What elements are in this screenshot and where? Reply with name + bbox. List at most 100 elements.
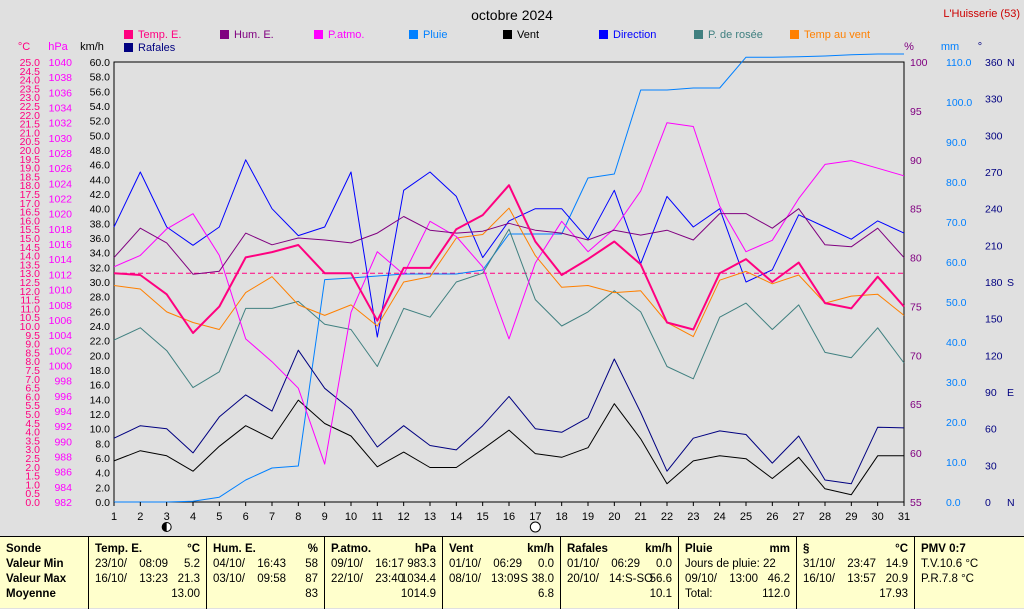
axis-tick-label: 1040 xyxy=(49,57,73,69)
total-label: Total: xyxy=(685,588,713,600)
min-value: 5.2 xyxy=(184,558,200,570)
x-tick-label: 27 xyxy=(793,511,805,523)
axis-tick-label: 40.0 xyxy=(946,337,967,349)
stats-unit: km/h xyxy=(527,543,554,555)
min-date: 01/10/ xyxy=(449,558,481,570)
stats-title: Vent xyxy=(449,543,474,555)
legend-swatch xyxy=(409,30,418,39)
axis-tick-label: 6.0 xyxy=(95,453,110,465)
max-date: 16/10/ xyxy=(95,573,127,585)
axis-tick-label: 100.0 xyxy=(946,97,972,109)
legend-label: Pluie xyxy=(423,29,447,41)
x-tick-label: 22 xyxy=(661,511,673,523)
axis-tick-label: 20.0 xyxy=(90,350,111,362)
axis-tick-label: 300 xyxy=(985,130,1003,142)
min-date: 01/10/ xyxy=(567,558,599,570)
axis-tick-label: 1000 xyxy=(49,360,73,372)
x-tick-label: 29 xyxy=(845,511,857,523)
max-time: 09:58 xyxy=(257,573,286,585)
axis-tick-label: 14.5 xyxy=(20,242,41,254)
max-date: 20/10/ xyxy=(567,573,599,585)
axis-tick-label: 26.0 xyxy=(90,306,111,318)
x-tick-label: 21 xyxy=(635,511,647,523)
max-value: 20.9 xyxy=(885,573,908,585)
axis-tick-label: 20.0 xyxy=(946,417,967,429)
x-tick-label: 17 xyxy=(529,511,541,523)
total-value: 112.0 xyxy=(762,588,790,600)
axis-tick-label: 15.0 xyxy=(20,233,41,245)
axis-tick-label: 982 xyxy=(54,497,72,509)
min-time: 06:29 xyxy=(493,558,522,570)
axis-tick-label: 330 xyxy=(985,94,1003,106)
axis-tick-label: 4.0 xyxy=(95,468,110,480)
axis-tick-label: 75 xyxy=(910,301,922,313)
pressure-axis-unit: hPa xyxy=(48,41,68,53)
max-time: 14: xyxy=(609,573,625,585)
cardinal-label: N xyxy=(1007,57,1015,69)
axis-tick-label: 28.0 xyxy=(90,292,111,304)
min-time: 08:09 xyxy=(139,558,168,570)
avg-value: 6.8 xyxy=(538,588,554,600)
axis-tick-label: 65 xyxy=(910,399,922,411)
axis-tick-label: 22.0 xyxy=(20,110,41,122)
axis-tick-label: 6.0 xyxy=(25,391,40,403)
max-date: 16/10/ xyxy=(803,573,835,585)
cardinal-label: N xyxy=(1007,497,1015,509)
avg-value: 17.93 xyxy=(879,588,908,600)
max-value: 87 xyxy=(305,573,318,585)
x-tick-label: 9 xyxy=(322,511,328,523)
stats-unit: km/h xyxy=(645,543,672,555)
axis-tick-label: 8.0 xyxy=(25,356,40,368)
max-time: 23:40 xyxy=(375,573,404,585)
axis-tick-label: 24.0 xyxy=(90,321,111,333)
left-axes: 0.00.51.01.52.02.53.03.54.04.55.05.56.06… xyxy=(20,57,111,509)
series-lines xyxy=(113,53,905,503)
axis-tick-label: 1012 xyxy=(49,269,73,281)
axis-tick-label: 0.0 xyxy=(95,497,110,509)
axis-tick-label: 6.5 xyxy=(25,383,40,395)
x-tick-label: 16 xyxy=(503,511,515,523)
axis-tick-label: 1032 xyxy=(49,118,73,130)
stats-title: § xyxy=(803,543,810,555)
legend-label: Temp au vent xyxy=(804,29,870,41)
max-time: 13:09 xyxy=(491,573,520,585)
axis-tick-label: 19.5 xyxy=(20,154,41,166)
axis-tick-label: 50.0 xyxy=(946,297,967,309)
max-direction: S xyxy=(520,573,528,585)
axis-tick-label: 52.0 xyxy=(90,116,111,128)
series-line-vent xyxy=(113,399,904,496)
axis-tick-label: 90 xyxy=(910,155,922,167)
axis-tick-label: 1030 xyxy=(49,133,73,145)
max-time: 13:57 xyxy=(847,573,876,585)
x-tick-label: 10 xyxy=(345,511,357,523)
min-time: 16:17 xyxy=(375,558,404,570)
axis-tick-label: 240 xyxy=(985,204,1003,216)
axis-tick-label: 1008 xyxy=(49,300,73,312)
stats-col-humidity: Hum. E.% 04/10/16:43 58 03/10/09:58 87 83 xyxy=(206,537,324,609)
series-line-p-atmo xyxy=(113,122,905,465)
series-line-temp-au-vent xyxy=(113,207,905,338)
stats-title: Temp. E. xyxy=(95,543,143,555)
max-date: 08/10/ xyxy=(449,573,481,585)
stats-col-wind: Vent km/h 01/10/06:29 0.0 08/10/13:09 S 38.0… xyxy=(442,537,560,609)
row-label-max: Valeur Max xyxy=(6,573,67,585)
axis-tick-label: 210 xyxy=(985,240,1003,252)
axis-tick-label: 1018 xyxy=(49,224,73,236)
min-date: 31/10/ xyxy=(803,558,835,570)
stats-unit: % xyxy=(307,543,318,555)
stats-col-pressure: P.atmo. hPa 09/10/16:17 983.3 22/10/23:40 1… xyxy=(324,537,442,609)
axis-tick-label: 34.0 xyxy=(90,248,111,260)
max-time: 13:00 xyxy=(729,573,758,585)
rain-days: Jours de pluie: 22 xyxy=(685,558,776,570)
x-tick-label: 19 xyxy=(582,511,594,523)
axis-tick-label: 150 xyxy=(985,314,1003,326)
x-tick-label: 30 xyxy=(872,511,884,523)
axis-tick-label: 32.0 xyxy=(90,262,111,274)
axis-tick-label: 9.5 xyxy=(25,330,40,342)
axis-tick-label: 60.0 xyxy=(946,257,967,269)
axis-tick-label: 24.0 xyxy=(20,75,41,87)
axis-tick-label: 85 xyxy=(910,204,922,216)
axis-tick-label: 10.5 xyxy=(20,312,41,324)
axis-tick-label: 23.0 xyxy=(20,92,41,104)
